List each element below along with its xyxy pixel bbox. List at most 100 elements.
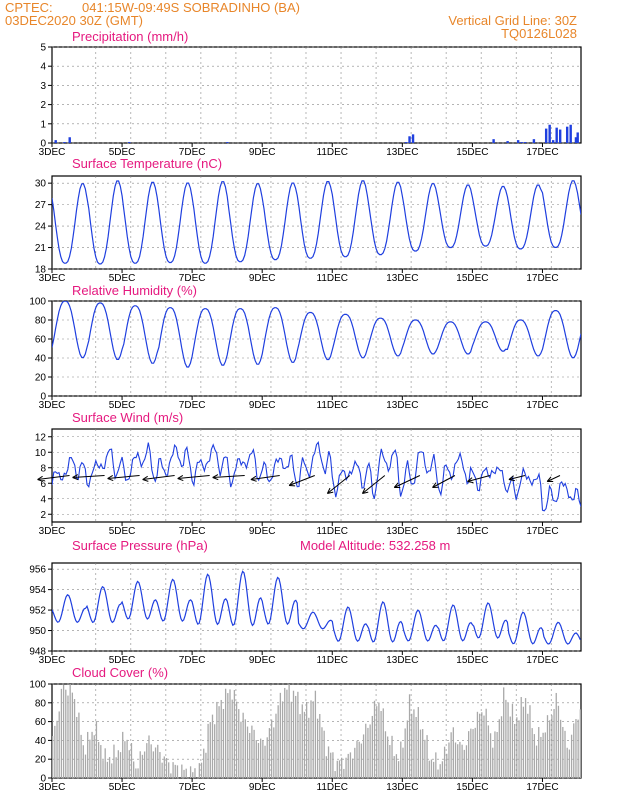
cloud-bar — [470, 728, 472, 778]
cloud-bar — [290, 701, 292, 778]
cloud-bar — [152, 751, 155, 778]
cloud-bar — [323, 730, 325, 778]
cloud-bar — [489, 733, 492, 778]
x-tick-label: 15DEC — [456, 782, 488, 793]
x-tick-label: 5DEC — [109, 400, 136, 411]
cloud-bar — [249, 732, 251, 778]
cloud-bar — [404, 728, 406, 778]
cloud-bar — [203, 748, 205, 778]
cloud-bar — [60, 688, 63, 778]
y-tick-label: 100 — [29, 680, 46, 691]
y-tick-label: 948 — [29, 647, 46, 658]
cloud-bar — [522, 706, 525, 778]
cloud-bar — [262, 740, 264, 778]
cloud-bar — [308, 717, 310, 778]
y-tick-label: 24 — [35, 222, 47, 233]
cloud-bar — [579, 709, 581, 778]
panel-title: Precipitation (mm/h) — [72, 29, 188, 44]
x-tick-label: 5DEC — [109, 655, 136, 666]
cloud-bar — [354, 747, 356, 778]
cloud-bar — [461, 744, 463, 778]
cloud-bar — [157, 744, 159, 778]
cloud-bar — [492, 747, 494, 778]
cloud-bar — [400, 741, 402, 778]
cloud-bar — [71, 692, 74, 778]
cloud-bar — [327, 746, 330, 778]
cloud-bar — [413, 709, 415, 778]
cloud-bar — [288, 684, 290, 778]
y-tick-label: 950 — [29, 626, 46, 637]
cloud-bar — [513, 723, 516, 778]
cloud-bar — [165, 758, 168, 778]
x-tick-label: 9DEC — [249, 655, 276, 666]
cloud-bar — [443, 746, 446, 778]
y-tick-label: 6 — [40, 479, 46, 490]
precip-bar — [54, 140, 57, 143]
cloud-bar — [93, 735, 95, 778]
cloud-bar — [108, 757, 111, 778]
precip-bar — [520, 142, 523, 143]
cloud-bar — [172, 762, 174, 778]
cloud-bar — [176, 765, 179, 778]
header-location: 041:15W-09:49S SOBRADINHO (BA) — [82, 0, 300, 15]
cloud-bar — [485, 708, 487, 778]
y-tick-label: 5 — [40, 43, 46, 54]
cloud-bar — [507, 702, 509, 778]
cloud-bar — [369, 724, 371, 778]
precip-bar — [558, 129, 562, 143]
cloud-bar — [194, 768, 196, 778]
cloud-bar — [419, 729, 422, 778]
cloud-bar — [279, 692, 282, 778]
panel-title: Surface Temperature (nC) — [72, 156, 222, 171]
cloud-bar — [568, 749, 571, 778]
y-tick-label: 40 — [35, 354, 47, 365]
cloud-bar — [459, 741, 461, 778]
panel-frame — [51, 175, 582, 270]
precip-bar — [569, 124, 572, 143]
cloud-bar — [430, 759, 433, 778]
cloud-bar — [297, 691, 299, 778]
y-tick-label: 100 — [29, 297, 46, 308]
cloud-bar — [240, 721, 242, 778]
cloud-bar — [557, 705, 560, 778]
cloud-bar — [415, 717, 417, 778]
cloud-bar — [376, 706, 378, 778]
cloud-bar — [505, 699, 507, 778]
cloud-bar — [170, 773, 172, 778]
panel-frame — [51, 683, 582, 779]
cloud-bar — [531, 728, 533, 778]
series-line — [52, 570, 581, 645]
header-model-id: TQ0126L028 — [501, 26, 577, 41]
wind-vector — [546, 475, 561, 482]
wind-vector — [288, 475, 315, 486]
cloud-bar — [163, 756, 165, 778]
x-tick-label: 5DEC — [109, 526, 136, 537]
cloud-bar — [450, 732, 452, 778]
cloud-bar — [281, 701, 284, 778]
cloud-bar — [253, 729, 255, 778]
x-tick-label: 7DEC — [179, 147, 206, 158]
y-tick-label: 2 — [40, 510, 46, 521]
cloud-bar — [168, 762, 170, 778]
cloud-bar — [509, 716, 511, 778]
cloud-bar — [498, 719, 500, 778]
cloud-bar — [511, 703, 514, 778]
cloud-bar — [275, 713, 277, 778]
cloud-bar — [481, 712, 483, 778]
x-tick-label: 11DEC — [317, 655, 349, 666]
cloud-bar — [439, 764, 441, 778]
x-tick-label: 3DEC — [39, 655, 66, 666]
x-tick-label: 7DEC — [179, 526, 206, 537]
precip-bar — [551, 140, 555, 143]
cloud-bar — [395, 754, 398, 778]
cloud-bar — [214, 724, 216, 778]
y-tick-label: 8 — [40, 463, 46, 474]
precip-bar — [492, 139, 495, 143]
cloud-bar — [349, 752, 352, 778]
cloud-bar — [89, 739, 91, 778]
cloud-bar — [76, 716, 78, 778]
precip-bar — [226, 142, 229, 143]
cloud-bar — [106, 761, 109, 778]
wind-vector-head — [142, 475, 149, 482]
